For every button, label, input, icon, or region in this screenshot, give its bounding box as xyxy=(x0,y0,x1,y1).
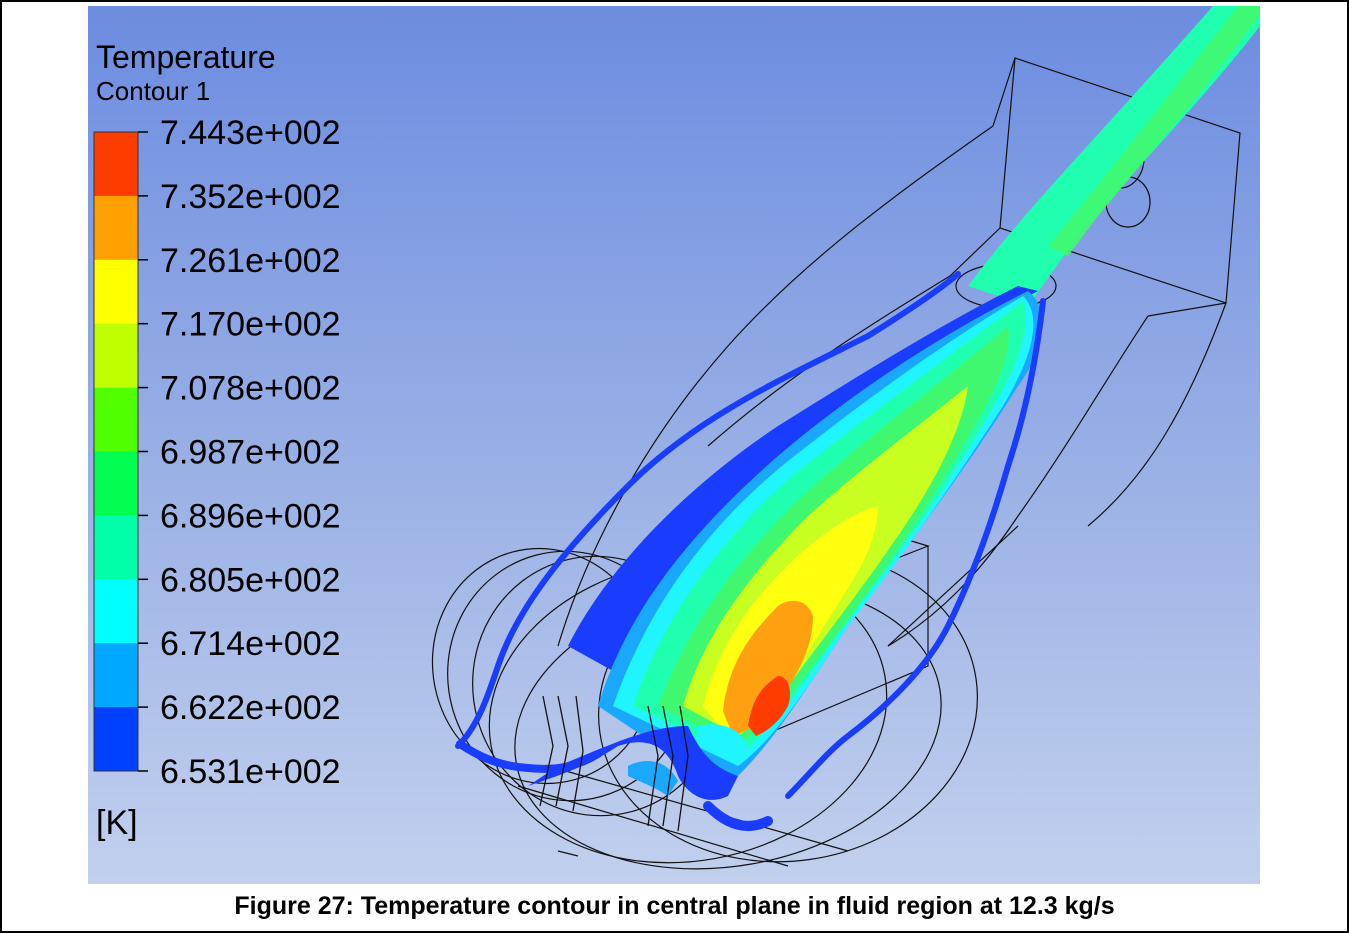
legend-tick-label: 6.987e+002 xyxy=(160,434,341,472)
legend-band xyxy=(94,451,138,516)
figure-caption: Figure 27: Temperature contour in centra… xyxy=(234,892,1115,920)
swirl-vanes xyxy=(539,695,689,832)
legend-subtitle: Contour 1 xyxy=(96,76,210,106)
legend-band xyxy=(94,195,138,261)
legend-band xyxy=(94,132,138,197)
legend-tick-label: 6.622e+002 xyxy=(160,689,341,727)
legend-tick-label: 7.261e+002 xyxy=(160,242,341,280)
legend-tick-label: 7.170e+002 xyxy=(160,306,341,344)
legend-tick-label: 7.352e+002 xyxy=(160,178,341,216)
legend-tick-label: 7.443e+002 xyxy=(160,114,341,152)
contour-viewport: Temperature Contour 1 7.443e+002 7.352e+0… xyxy=(88,6,1260,884)
legend-tick-label: 6.805e+002 xyxy=(160,561,341,599)
legend-band xyxy=(94,515,138,580)
legend-title: Temperature xyxy=(96,39,276,75)
legend-band xyxy=(94,707,138,772)
legend-tick-label: 7.078e+002 xyxy=(160,370,341,408)
legend-band xyxy=(94,387,138,452)
legend-tick-label: 6.896e+002 xyxy=(160,497,341,535)
outlet-jet xyxy=(968,6,1260,306)
cold-streams xyxy=(455,271,1046,831)
legend-band xyxy=(94,323,138,389)
color-legend: Temperature Contour 1 7.443e+002 7.352e+0… xyxy=(93,39,341,842)
temperature-plume xyxy=(568,286,1042,776)
legend-band xyxy=(94,579,138,644)
legend-unit: [K] xyxy=(96,804,138,842)
legend-tick-label: 6.714e+002 xyxy=(160,625,341,663)
legend-band xyxy=(94,643,138,708)
legend-band xyxy=(94,259,138,325)
legend-tick-label: 6.531e+002 xyxy=(160,753,341,791)
